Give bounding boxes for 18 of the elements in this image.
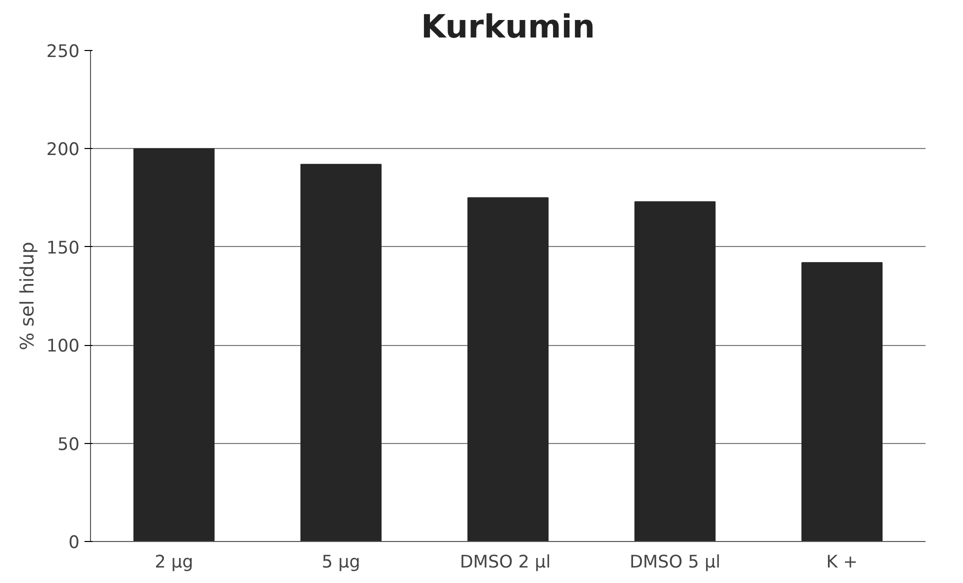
y-tick-label: 150 — [46, 238, 80, 258]
x-tick-label: DMSO 2 µl — [460, 552, 551, 572]
y-tick-label: 50 — [57, 434, 80, 455]
y-axis-title: % sel hidup — [17, 242, 38, 350]
y-tick-label: 100 — [46, 336, 80, 357]
x-tick-label: 2 µg — [154, 552, 194, 572]
bar — [467, 197, 549, 542]
x-tick-label: K + — [826, 552, 858, 572]
x-tick-label: 5 µg — [322, 552, 360, 572]
chart-title: Kurkumin — [421, 8, 595, 46]
y-tick-label: 250 — [46, 42, 80, 62]
y-tick-label: 200 — [46, 140, 80, 160]
bar — [300, 164, 382, 542]
x-tick-label: DMSO 5 µl — [630, 552, 720, 572]
y-tick-label: 0 — [68, 533, 80, 553]
bar — [634, 201, 716, 542]
bar — [133, 148, 215, 542]
bar — [801, 262, 883, 542]
